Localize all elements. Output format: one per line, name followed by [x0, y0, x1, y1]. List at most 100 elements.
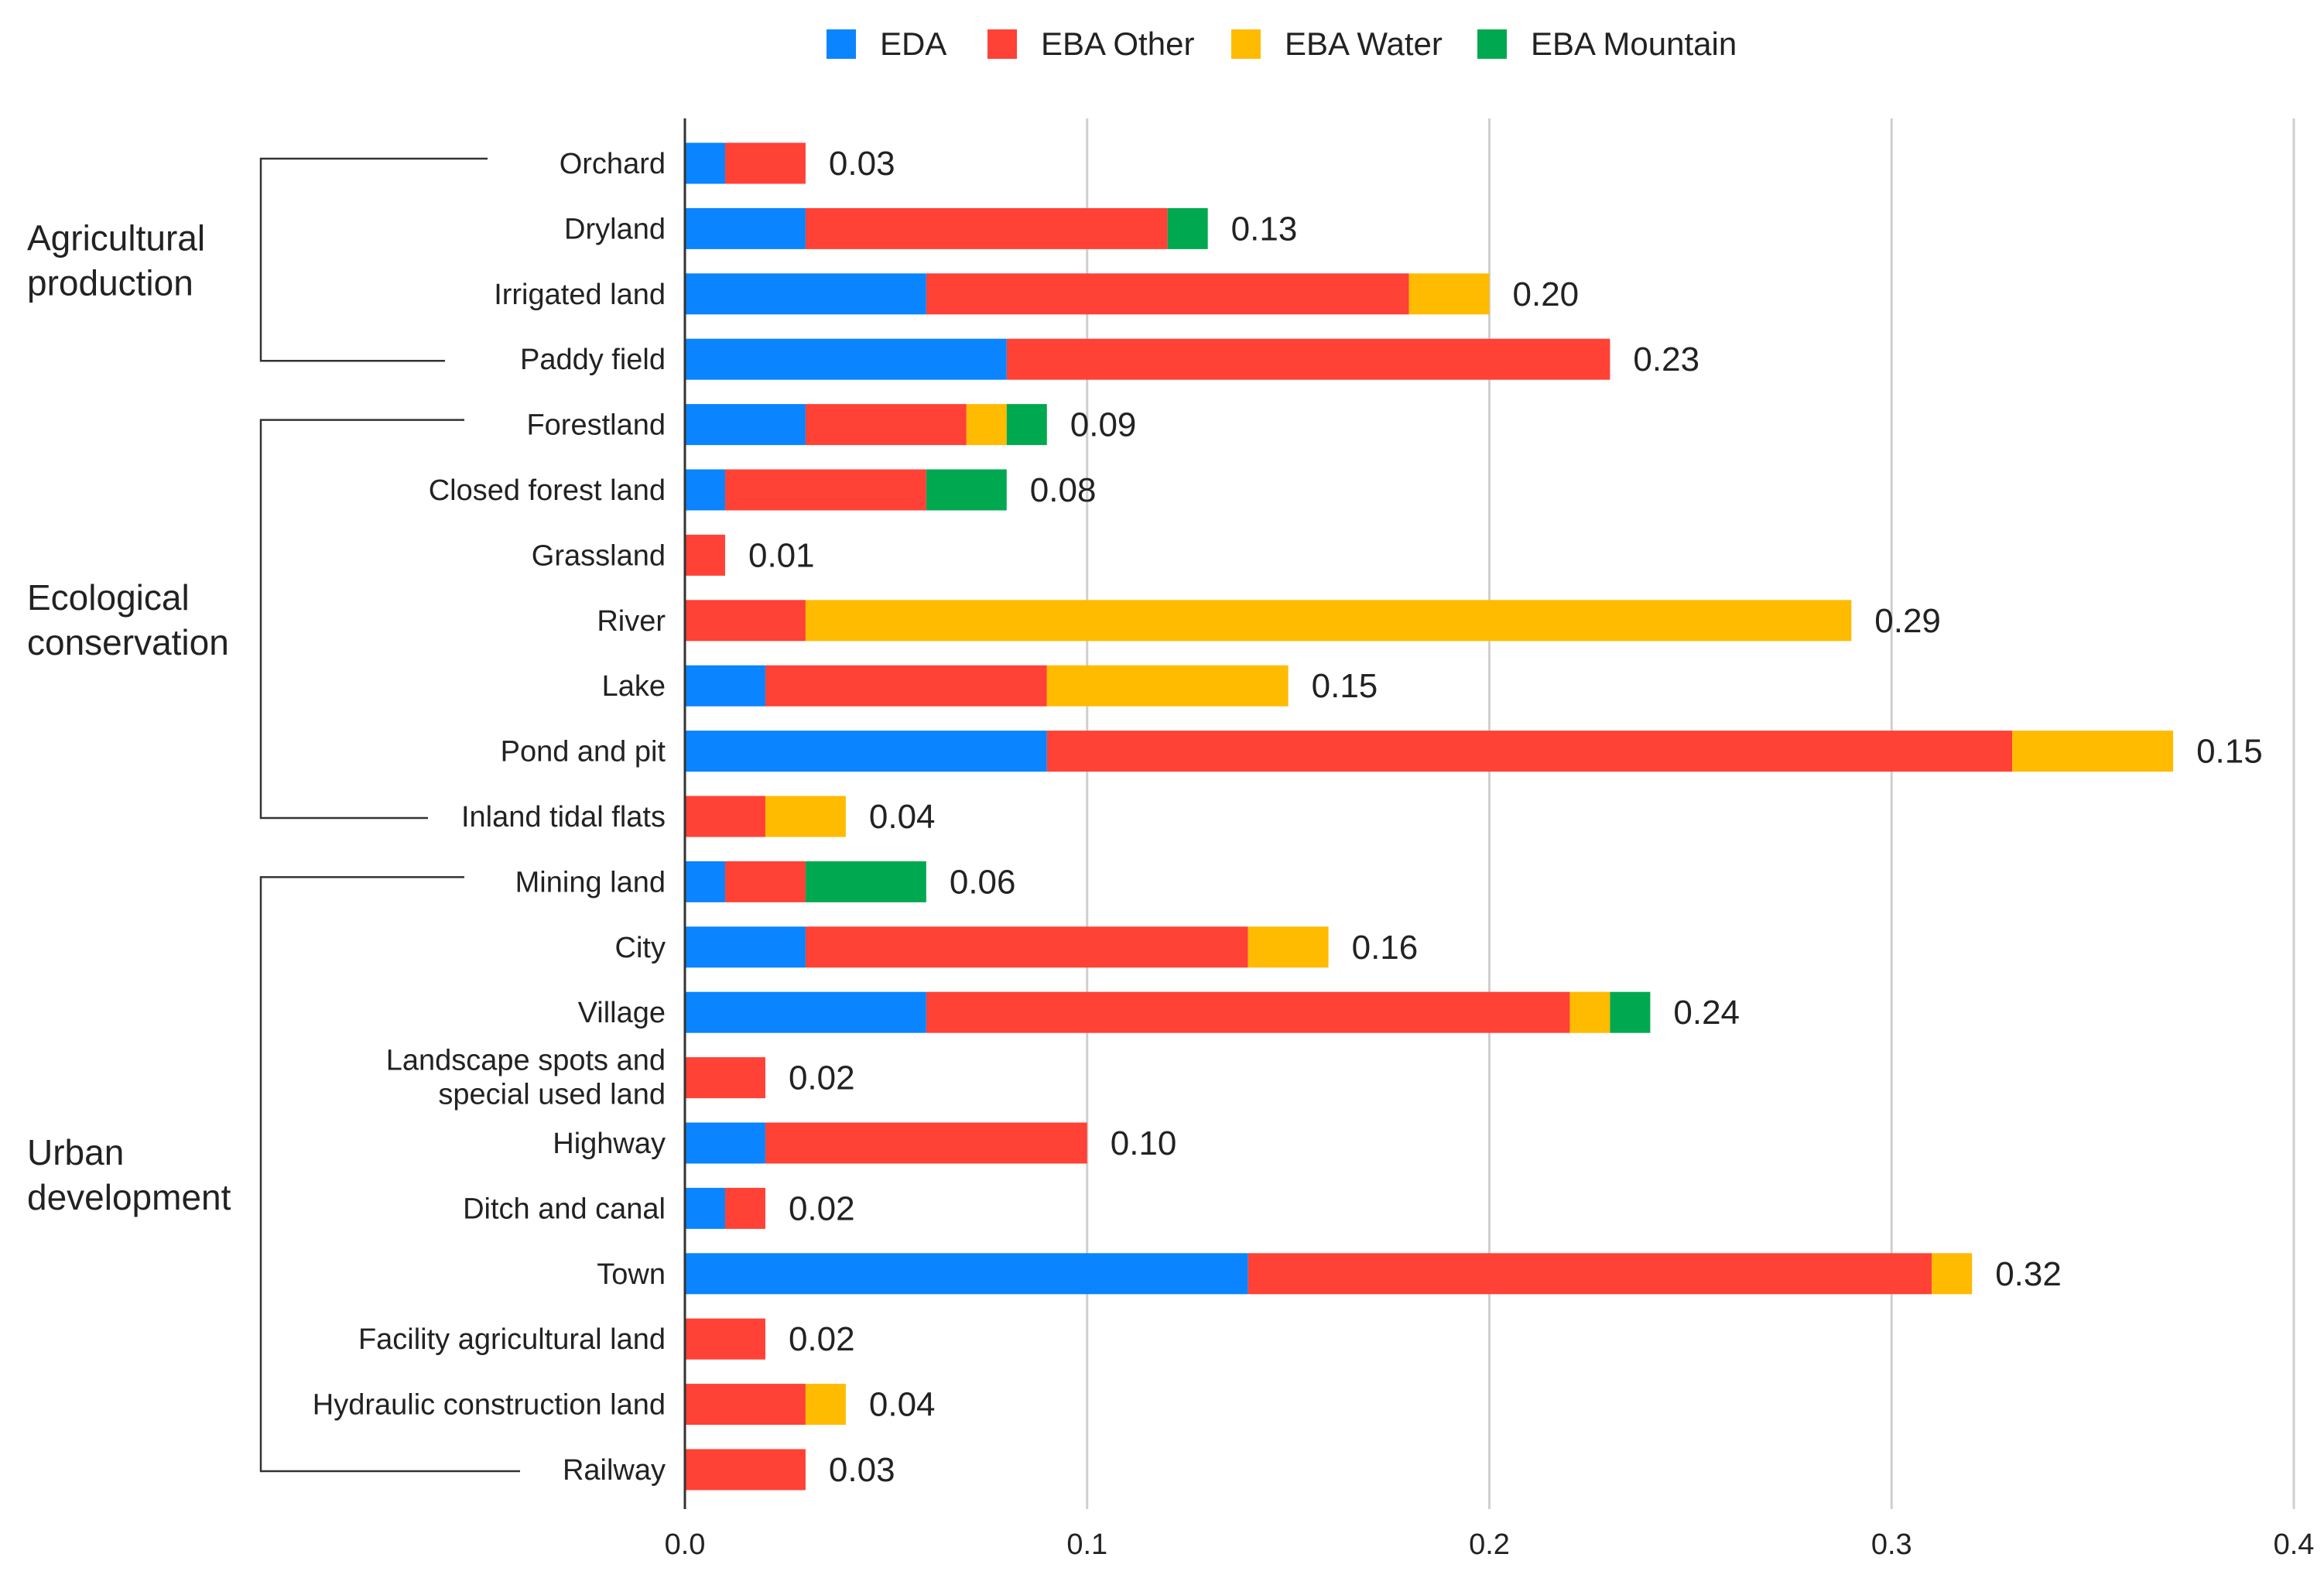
- bar-highway-eda: [685, 1122, 765, 1164]
- bar-closed-forest-land-eba-other: [724, 469, 926, 511]
- bar-closed-forest-land-eda: [685, 469, 725, 511]
- data-label: 0.10: [1111, 1124, 1177, 1162]
- group-label-line: Ecological: [27, 577, 190, 618]
- data-label: 0.01: [748, 536, 815, 574]
- legend-swatch: [987, 29, 1017, 59]
- category-label: Ditch and canal: [463, 1193, 666, 1225]
- group-label-line: Agricultural: [27, 218, 205, 258]
- legend-label: EBA Mountain: [1531, 26, 1737, 62]
- legend-item-eda[interactable]: EDA: [827, 26, 946, 62]
- category-label: Forestland: [526, 409, 666, 442]
- bar-lake-eda: [685, 665, 765, 707]
- data-label: 0.15: [1312, 667, 1378, 705]
- bar-ditch-and-canal-eda: [685, 1187, 725, 1229]
- category-label: Village: [578, 997, 666, 1029]
- bar-irrigated-land-eba-other: [926, 273, 1409, 315]
- bar-dryland-eba-other: [805, 207, 1168, 249]
- data-label: 0.20: [1513, 276, 1580, 313]
- bar-forestland-eba-other: [805, 404, 967, 446]
- bar-paddy-field-eba-other: [1006, 338, 1610, 380]
- category-label-line: special used land: [438, 1079, 666, 1111]
- category-label: Inland tidal flats: [461, 801, 666, 833]
- category-label: Lake: [602, 670, 666, 703]
- category-label: River: [597, 605, 666, 638]
- bar-closed-forest-land-eba-mountain: [926, 469, 1007, 511]
- data-label: 0.02: [789, 1189, 855, 1227]
- bar-town-eba-water: [1932, 1253, 1973, 1295]
- category-label: Closed forest land: [429, 474, 666, 507]
- legend-label: EDA: [880, 26, 946, 62]
- bracket-ecological-conservation: [259, 419, 464, 820]
- category-label: Town: [597, 1258, 666, 1291]
- bar-river-eba-other: [685, 600, 806, 642]
- category-label: Orchard: [560, 148, 666, 180]
- legend-label: EBA Water: [1285, 26, 1443, 62]
- x-tick-label: 0.4: [2274, 1528, 2315, 1561]
- data-label: 0.02: [789, 1320, 855, 1358]
- legend-swatch: [1477, 29, 1507, 59]
- category-label-line: Landscape spots and: [386, 1045, 666, 1077]
- bar-village-eba-other: [926, 991, 1570, 1033]
- bar-village-eba-water: [1569, 991, 1610, 1033]
- data-label: 0.02: [789, 1059, 855, 1097]
- bracket-agricultural-production: [259, 157, 488, 362]
- bar-paddy-field-eda: [685, 338, 1007, 380]
- x-tick-label: 0.3: [1871, 1528, 1912, 1561]
- category-labels: 0.03 Orchard 0.13 Dryland 0.20 Irrigated land…: [313, 145, 2263, 1489]
- legend-item-eba-mountain[interactable]: EBA Mountain: [1477, 26, 1737, 62]
- bar-orchard-eda: [685, 142, 725, 184]
- grid-lines: [1086, 118, 2295, 1509]
- group-label-line: development: [27, 1177, 231, 1217]
- category-label: Irrigated land: [494, 279, 666, 311]
- data-label: 0.13: [1231, 210, 1298, 248]
- bar-forestland-eda: [685, 404, 806, 446]
- bar-river-eba-water: [805, 600, 1852, 642]
- legend-item-eba-other[interactable]: EBA Other: [987, 26, 1194, 62]
- bar-town-eda: [685, 1253, 1248, 1295]
- bar-facility-agricultural-land-eba-other: [685, 1318, 765, 1360]
- bar-ditch-and-canal-eba-other: [724, 1187, 765, 1229]
- bar-city-eba-other: [805, 926, 1248, 968]
- category-label: Dryland: [564, 213, 666, 245]
- legend-label: EBA Other: [1041, 26, 1194, 62]
- bar-village-eba-mountain: [1610, 991, 1651, 1033]
- group-label: Ecological conservation: [27, 577, 229, 662]
- bar-forestland-eba-mountain: [1006, 404, 1047, 446]
- bar-pond-and-pit-eba-water: [2012, 731, 2174, 772]
- bar-irrigated-land-eda: [685, 273, 926, 315]
- category-label: Landscape spots and special used land: [386, 1045, 666, 1111]
- bar-irrigated-land-eba-water: [1408, 273, 1490, 315]
- category-label: Grassland: [532, 539, 666, 572]
- bar-city-eba-water: [1248, 926, 1329, 968]
- bar-landscape-spots-and-special-used-land-eba-other: [685, 1057, 765, 1099]
- data-label: 0.23: [1633, 341, 1699, 378]
- bar-inland-tidal-flats-eba-water: [765, 796, 846, 837]
- bracket-urban-development: [259, 876, 520, 1473]
- legend[interactable]: EDA EBA Other EBA Water EBA Mountain: [827, 26, 1737, 62]
- data-label: 0.04: [869, 1386, 936, 1424]
- legend-swatch: [827, 29, 856, 59]
- category-label: Paddy field: [520, 344, 666, 376]
- bar-dryland-eba-mountain: [1167, 207, 1208, 249]
- bar-town-eba-other: [1248, 1253, 1932, 1295]
- x-tick-label: 0.2: [1469, 1528, 1510, 1561]
- bar-hydraulic-construction-land-eba-water: [805, 1384, 846, 1426]
- bar-forestland-eba-water: [966, 404, 1007, 446]
- category-label: City: [615, 932, 666, 964]
- category-label: Railway: [563, 1454, 666, 1487]
- category-label: Facility agricultural land: [358, 1323, 666, 1356]
- x-tick-label: 0.0: [665, 1528, 706, 1561]
- group-label-line: production: [27, 263, 193, 303]
- data-label: 0.32: [1995, 1255, 2062, 1293]
- data-label: 0.06: [950, 863, 1016, 901]
- bar-lake-eba-other: [765, 665, 1047, 707]
- category-label: Mining land: [515, 866, 666, 898]
- data-label: 0.03: [829, 1451, 895, 1489]
- bar-mining-land-eba-other: [724, 861, 806, 902]
- bar-mining-land-eba-mountain: [805, 861, 926, 902]
- group-brackets: Agricultural production Ecological conserva…: [27, 157, 520, 1473]
- legend-item-eba-water[interactable]: EBA Water: [1231, 26, 1443, 62]
- data-label: 0.24: [1673, 994, 1740, 1032]
- group-label: Urban development: [27, 1132, 231, 1217]
- bar-railway-eba-other: [685, 1449, 806, 1491]
